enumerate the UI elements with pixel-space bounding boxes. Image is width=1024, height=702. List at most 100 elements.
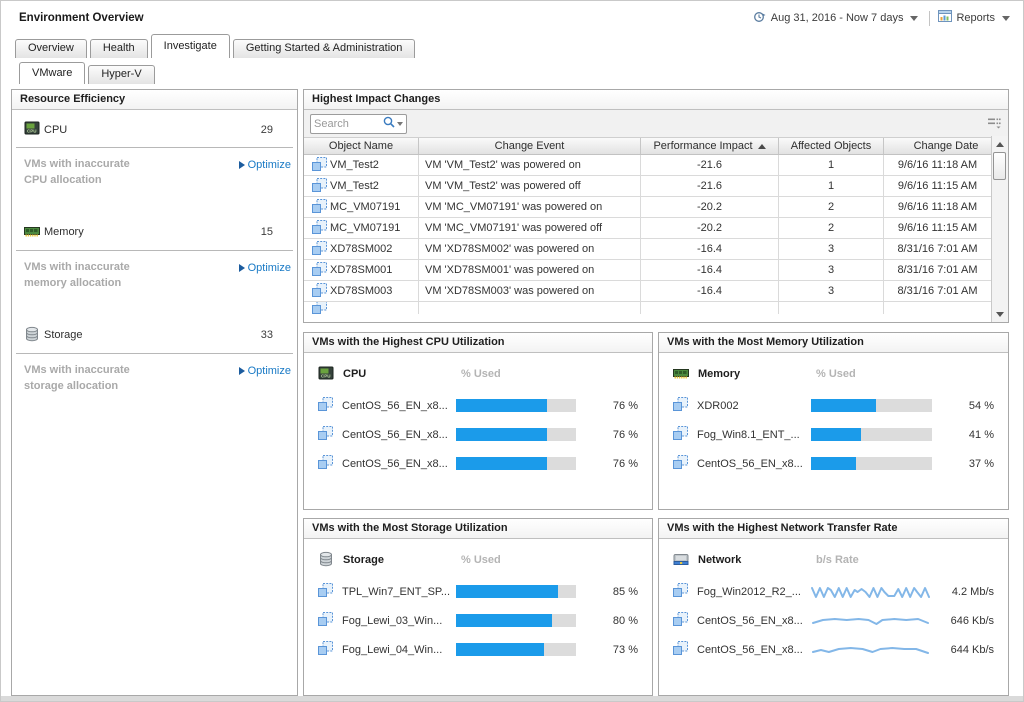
vm-icon bbox=[312, 282, 327, 300]
utilization-row[interactable]: Fog_Win8.1_ENT_... 41 % bbox=[659, 420, 1008, 449]
tab-vmware[interactable]: VMware bbox=[19, 62, 86, 84]
column-header-affected-objects[interactable]: Affected Objects bbox=[779, 138, 884, 154]
tab-investigate[interactable]: Investigate bbox=[150, 34, 230, 58]
sort-ascending-icon bbox=[757, 143, 766, 149]
scroll-down-button[interactable] bbox=[992, 307, 1008, 321]
network-sparkline bbox=[811, 617, 930, 625]
memory-utilization-title: VMs with the Most Memory Utilization bbox=[659, 333, 1008, 353]
optimize-memory-link[interactable]: Optimize bbox=[238, 262, 291, 274]
utilization-row[interactable]: TPL_Win7_ENT_SP... 85 % bbox=[304, 577, 652, 606]
reports-icon bbox=[938, 10, 953, 26]
value-header-label: % Used bbox=[816, 368, 856, 380]
network-row[interactable]: CentOS_56_EN_x8... 646 Kb/s bbox=[659, 606, 1008, 635]
resource-label: Storage bbox=[44, 329, 83, 342]
sub-tab-bar: VMware Hyper-V bbox=[19, 61, 158, 84]
vm-icon bbox=[312, 219, 327, 237]
vm-icon bbox=[312, 198, 327, 216]
time-range-caret-icon[interactable] bbox=[910, 15, 919, 21]
memory-icon bbox=[673, 365, 689, 384]
usage-bar bbox=[456, 585, 576, 598]
vm-icon bbox=[312, 240, 327, 258]
time-range-icon bbox=[753, 10, 767, 27]
scroll-up-button[interactable] bbox=[992, 137, 1008, 151]
optimize-cpu-link[interactable]: Optimize bbox=[238, 159, 291, 171]
table-row[interactable]: MC_VM07191 VM 'MC_VM07191' was powered o… bbox=[304, 197, 991, 218]
highest-impact-changes-title: Highest Impact Changes bbox=[304, 90, 1008, 110]
utilization-row[interactable]: XDR002 54 % bbox=[659, 391, 1008, 420]
optimize-arrow-icon bbox=[238, 366, 245, 375]
usage-bar bbox=[811, 457, 932, 470]
dashboard-content: Resource Efficiency CPU 29 VMs with inac… bbox=[1, 89, 1023, 698]
resource-sub-memory: VMs with inaccurate memory allocation Op… bbox=[12, 251, 297, 316]
usage-bar bbox=[456, 399, 576, 412]
network-row[interactable]: CentOS_56_EN_x8... 644 Kb/s bbox=[659, 635, 1008, 664]
vm-icon bbox=[673, 397, 689, 414]
table-row[interactable]: XD78SM002 VM 'XD78SM002' was powered on … bbox=[304, 239, 991, 260]
tab-overview[interactable]: Overview bbox=[15, 39, 87, 58]
metric-label: CPU bbox=[343, 368, 367, 380]
tab-health[interactable]: Health bbox=[89, 39, 148, 58]
vm-icon bbox=[312, 156, 327, 174]
tab-hyperv[interactable]: Hyper-V bbox=[88, 65, 155, 84]
time-range-label[interactable]: Aug 31, 2016 - Now 7 days bbox=[770, 12, 904, 24]
table-row[interactable]: MC_VM07191 VM 'MC_VM07191' was powered o… bbox=[304, 218, 991, 239]
optimize-arrow-icon bbox=[238, 161, 245, 169]
cpu-utilization-panel: VMs with the Highest CPU Utilization CPU… bbox=[303, 332, 653, 510]
network-row[interactable]: Fog_Win2012_R2_... 4.2 Mb/s bbox=[659, 577, 1008, 606]
resource-sub-label: VMs with inaccurate memory allocation bbox=[24, 260, 130, 289]
table-header-row: Object Name Change Event Performance Imp… bbox=[304, 137, 1008, 155]
metric-label: Network bbox=[698, 554, 742, 566]
vm-icon bbox=[673, 583, 689, 600]
vm-icon bbox=[318, 426, 334, 443]
vertical-scrollbar[interactable] bbox=[991, 136, 1008, 322]
utilization-row[interactable]: CentOS_56_EN_x8... 76 % bbox=[304, 449, 652, 478]
divider bbox=[16, 249, 293, 251]
table-row[interactable]: VM_Test2 VM 'VM_Test2' was powered off -… bbox=[304, 176, 991, 197]
cpu-icon bbox=[318, 365, 334, 384]
utilization-row[interactable]: Fog_Lewi_03_Win... 80 % bbox=[304, 606, 652, 635]
table-customizer-icon[interactable] bbox=[987, 116, 1002, 132]
search-options-caret-icon[interactable] bbox=[397, 121, 403, 126]
highest-impact-changes-panel: Highest Impact Changes Object Name Chang… bbox=[303, 89, 1009, 323]
search-input[interactable] bbox=[314, 117, 383, 130]
column-header-change-date[interactable]: Change Date bbox=[913, 140, 979, 152]
column-header-object-name[interactable]: Object Name bbox=[304, 138, 419, 154]
resource-sub-label: VMs with inaccurate storage allocation bbox=[24, 363, 130, 392]
resource-sub-label: VMs with inaccurate CPU allocation bbox=[24, 158, 130, 186]
optimize-arrow-icon bbox=[238, 263, 245, 272]
resource-sub-cpu: VMs with inaccurate CPU allocation Optim… bbox=[12, 148, 297, 213]
memory-utilization-panel: VMs with the Most Memory Utilization Mem… bbox=[658, 332, 1009, 510]
reports-button[interactable]: Reports bbox=[956, 12, 995, 24]
utilization-row[interactable]: CentOS_56_EN_x8... 76 % bbox=[304, 391, 652, 420]
utilization-row[interactable]: CentOS_56_EN_x8... 37 % bbox=[659, 449, 1008, 478]
vm-icon bbox=[318, 455, 334, 472]
storage-icon bbox=[318, 551, 334, 570]
network-transfer-panel: VMs with the Highest Network Transfer Ra… bbox=[658, 518, 1009, 696]
storage-icon bbox=[24, 326, 40, 345]
resource-value: 15 bbox=[260, 226, 273, 239]
storage-metric-header: Storage % Used bbox=[304, 539, 652, 577]
column-header-performance-impact[interactable]: Performance Impact bbox=[641, 138, 779, 154]
storage-utilization-panel: VMs with the Most Storage Utilization St… bbox=[303, 518, 653, 696]
network-sparkline bbox=[811, 586, 930, 598]
search-icon[interactable] bbox=[383, 116, 395, 131]
main-tab-bar: Overview Health Investigate Getting Star… bbox=[15, 34, 418, 58]
optimize-storage-link[interactable]: Optimize bbox=[238, 365, 291, 377]
utilization-row[interactable]: CentOS_56_EN_x8... 76 % bbox=[304, 420, 652, 449]
reports-caret-icon[interactable] bbox=[1002, 15, 1010, 21]
table-row[interactable]: VM_Test2 VM 'VM_Test2' was powered on -2… bbox=[304, 155, 991, 176]
utilization-row[interactable]: Fog_Lewi_04_Win... 73 % bbox=[304, 635, 652, 664]
column-header-change-event[interactable]: Change Event bbox=[419, 138, 641, 154]
resource-row-cpu: CPU 29 bbox=[12, 110, 297, 147]
value-header-label: b/s Rate bbox=[816, 554, 859, 566]
table-toolbar bbox=[304, 110, 1008, 137]
table-row[interactable]: XD78SM003 VM 'XD78SM003' was powered on … bbox=[304, 281, 991, 302]
resource-label: Memory bbox=[44, 226, 84, 239]
scrollbar-thumb[interactable] bbox=[993, 152, 1006, 180]
table-row[interactable]: XD78SM001 VM 'XD78SM001' was powered on … bbox=[304, 260, 991, 281]
vm-icon bbox=[312, 261, 327, 279]
vm-icon bbox=[673, 641, 689, 658]
search-box bbox=[310, 113, 407, 134]
tab-getting-started[interactable]: Getting Started & Administration bbox=[232, 39, 416, 58]
